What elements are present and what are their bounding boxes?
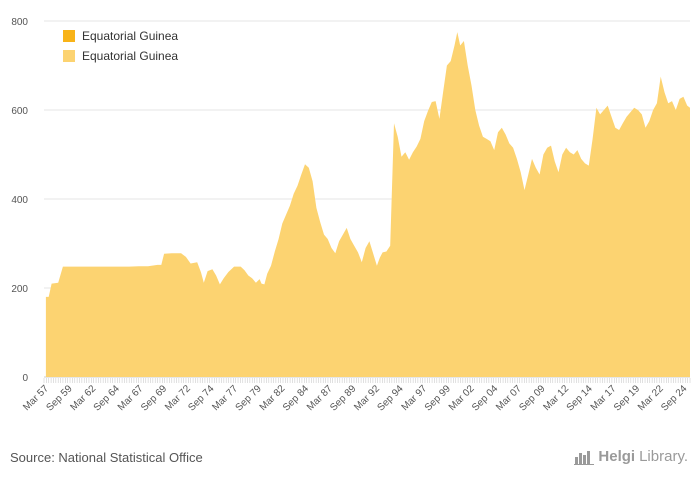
brand-name: Helgi (598, 448, 636, 465)
legend-swatch (63, 30, 75, 42)
y-tick-label: 400 (11, 195, 28, 206)
legend-label: Equatorial Guinea (82, 29, 178, 43)
x-tick-label: Sep 94 (376, 383, 406, 413)
skyline-icon (574, 450, 595, 465)
x-tick-label: Sep 19 (612, 383, 642, 413)
x-tick-label: Sep 79 (234, 383, 264, 413)
legend-label: Equatorial Guinea (82, 49, 178, 63)
brand-suffix: Library. (639, 448, 688, 465)
x-tick-label: Sep 64 (92, 383, 122, 413)
x-tick-label: Sep 69 (139, 383, 169, 413)
x-tick-label: Sep 04 (470, 383, 500, 413)
y-tick-label: 800 (11, 17, 28, 28)
helgi-library-logo: Helgi Library. (574, 448, 688, 465)
legend-swatch (63, 50, 75, 62)
y-tick-label: 600 (11, 106, 28, 117)
legend: Equatorial Guinea Equatorial Guinea (63, 29, 178, 63)
x-tick-label: Sep 99 (423, 383, 453, 413)
x-tick-label: Sep 74 (186, 383, 216, 413)
y-tick-label: 200 (11, 284, 28, 295)
x-tick-label: Sep 24 (659, 383, 689, 413)
x-tick-label: Sep 09 (517, 383, 547, 413)
y-tick-label: 0 (22, 373, 28, 384)
area-series (45, 32, 690, 377)
x-tick-label: Sep 14 (565, 383, 595, 413)
source-note: Source: National Statistical Office (10, 450, 203, 465)
x-tick-label: Sep 84 (281, 383, 311, 413)
y-axis-ticks: 0 200 400 600 800 (11, 17, 28, 384)
x-tick-label: Sep 89 (328, 383, 358, 413)
x-tick-label: Sep 59 (44, 383, 74, 413)
